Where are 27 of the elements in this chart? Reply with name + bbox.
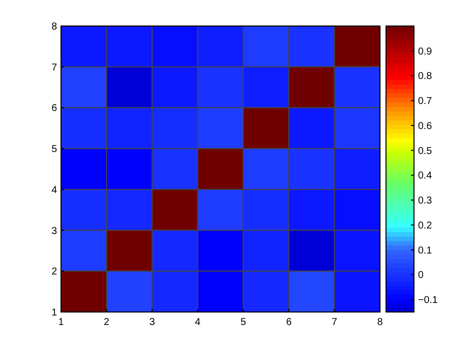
- x-tick-label: 5: [240, 317, 247, 328]
- x-tick-label: 6: [286, 317, 292, 328]
- x-tick-label: 3: [149, 317, 156, 328]
- color-bar-label: 0.2: [418, 220, 432, 232]
- y-tick-label: 4: [51, 184, 58, 196]
- x-tick-label: 2: [104, 317, 110, 328]
- y-tick-label: 7: [51, 62, 58, 74]
- color-bar-label: 0.1: [418, 245, 432, 256]
- color-bar-label: 0.6: [418, 120, 432, 132]
- y-tick-label: 6: [51, 103, 58, 114]
- color-bar-label: 0.9: [418, 46, 432, 58]
- y-tick-label: 2: [51, 266, 58, 278]
- x-tick-label: 7: [332, 317, 338, 328]
- x-tick-label: 8: [377, 317, 384, 328]
- x-tick-label: 1: [58, 317, 64, 328]
- color-bar-label: 0.3: [418, 196, 432, 207]
- color-bar-label: 0.4: [418, 170, 432, 182]
- y-tick-label: 1: [51, 308, 58, 318]
- y-tick-label: 3: [51, 226, 58, 237]
- x-tick-label: 4: [194, 317, 201, 328]
- color-bar-label: 0: [418, 270, 424, 282]
- y-tick-label: 5: [51, 144, 58, 156]
- color-bar-label: 0.7: [418, 96, 432, 108]
- color-bar-label: −0.1: [418, 295, 438, 306]
- color-bar-label: 0.5: [418, 146, 432, 157]
- color-bar-label: 0.8: [418, 71, 432, 82]
- y-tick-label: 8: [51, 22, 58, 32]
